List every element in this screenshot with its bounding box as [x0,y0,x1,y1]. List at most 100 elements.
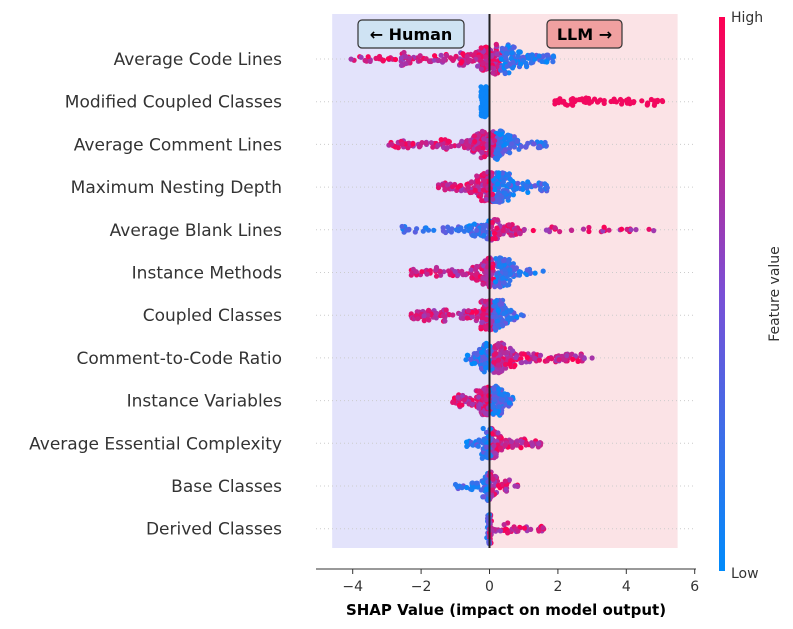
shap-point [480,187,486,193]
shap-point [523,60,529,66]
shap-point [388,141,395,147]
shap-point [500,228,506,234]
shap-point [471,133,478,139]
shap-point [601,98,607,104]
shap-point [506,477,512,483]
shap-point [482,276,489,282]
shap-point [496,386,502,392]
shap-point [460,271,466,277]
shap-point [478,365,485,371]
shap-point [448,229,454,235]
shap-point [513,354,519,361]
shap-point [492,299,498,305]
shap-point [505,132,512,138]
shap-point [484,343,490,349]
shap-point [493,41,499,48]
shap-point [482,154,488,160]
shap-point [445,138,451,144]
shap-point [493,155,500,161]
shap-point [465,308,471,314]
shap-point [494,217,500,223]
shap-point [489,219,495,225]
shap-point [492,138,498,144]
x-tick-label: 2 [553,579,562,595]
shap-point [463,139,469,145]
shap-point [417,58,423,64]
shap-point [481,136,487,142]
x-tick-label: −2 [411,579,432,595]
shap-point [466,143,472,149]
shap-point [494,225,500,231]
feature-label: Derived Classes [146,520,282,540]
shap-point [503,50,509,57]
shap-point [476,437,482,443]
shap-point [496,404,502,410]
shap-point [521,525,528,531]
shap-point [450,399,456,405]
shap-point [484,444,490,450]
shap-point [494,319,500,325]
shap-point [509,439,515,445]
shap-point [498,263,504,270]
shap-point [540,268,546,274]
shap-point [480,140,486,146]
shap-point [463,357,469,363]
shap-point [542,181,548,187]
shap-point [438,272,444,278]
shap-point [471,221,477,227]
shap-point [484,101,490,107]
feature-label: Maximum Nesting Depth [71,178,282,198]
shap-point [480,91,486,97]
shap-point [479,149,485,156]
shap-point [619,226,625,232]
shap-point [464,352,470,358]
shap-point [544,185,550,191]
shap-point [438,137,444,143]
shap-point [417,53,423,59]
shap-point [524,354,530,361]
shap-point [555,98,562,104]
shap-point [540,525,546,531]
shap-point [646,226,652,232]
shap-point [503,54,509,61]
shap-point [497,255,503,261]
shap-point [492,284,498,290]
shap-point [407,55,413,61]
shap-point [410,141,416,147]
shap-point [500,397,506,403]
shap-point [495,146,501,152]
shap-point [530,227,536,234]
shap-point [401,49,407,56]
shap-point [568,96,574,103]
shap-point [513,526,519,532]
shap-point [570,102,576,108]
shap-point [479,97,486,103]
shap-point [536,357,542,363]
shap-point [619,98,626,104]
shap-point [426,307,432,313]
shap-point [586,100,593,106]
shap-point [497,231,503,238]
shap-point [530,443,536,449]
shap-point [543,227,550,233]
shap-point [514,314,520,320]
shap-point [413,269,419,275]
shap-point [569,227,575,233]
shap-point [505,530,511,536]
shap-point [385,56,391,62]
shap-point [464,439,470,445]
shap-point [655,97,661,103]
shap-point [499,368,505,374]
shap-point [500,179,506,185]
feature-labels: Average Code Lines Modified Coupled Class… [29,50,282,540]
shap-point [448,271,454,277]
shap-point [392,56,399,63]
shap-point [426,317,432,323]
shap-point [481,232,487,239]
shap-point [578,353,584,359]
shap-point [478,191,484,197]
shap-point [472,360,478,366]
shap-point [478,45,484,51]
shap-point [461,397,467,403]
shap-point [480,314,486,320]
